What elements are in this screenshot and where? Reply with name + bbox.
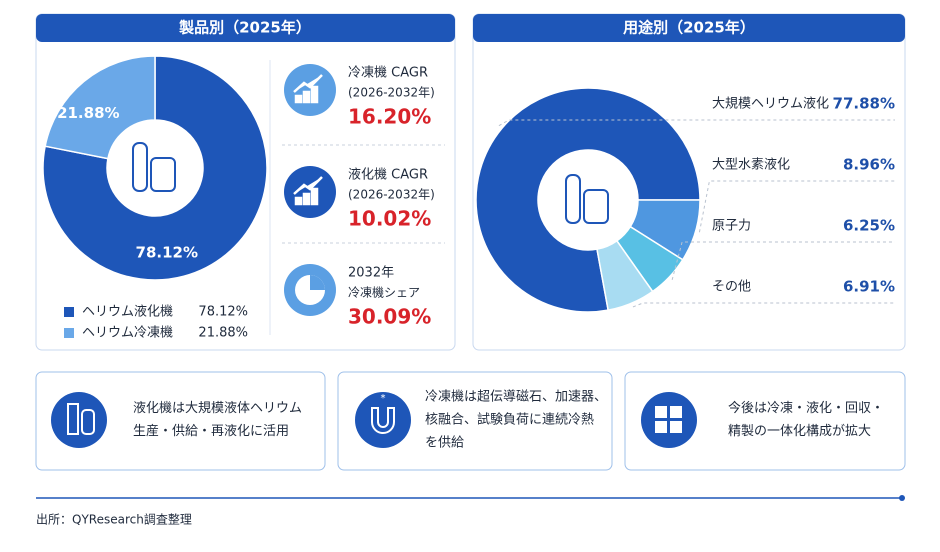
legend-label: ヘリウム冷凍機 xyxy=(82,325,173,341)
legend-label: 大規模ヘリウム液化 xyxy=(712,97,829,112)
data-label: 21.88% xyxy=(57,104,119,122)
note-icon xyxy=(51,392,107,448)
donut-segment xyxy=(475,87,701,313)
note-box xyxy=(35,371,326,471)
note-text: を供給 xyxy=(425,436,464,451)
kpi-label: 冷凍機シェア xyxy=(348,285,420,300)
note-icon xyxy=(641,392,697,448)
svg-text:*: * xyxy=(381,393,386,404)
legend-label: ヘリウム液化機 xyxy=(82,305,173,320)
equipment-icon xyxy=(132,142,148,192)
leader-line xyxy=(671,241,895,280)
kpi-label: 2032年 xyxy=(348,266,394,281)
note-text: 核融合、試験負荷に連続冷熱 xyxy=(425,412,594,428)
kpi-label: 冷凍機 CAGR xyxy=(348,65,428,81)
panel-header xyxy=(473,14,905,42)
legend-label: その他 xyxy=(712,280,751,295)
note-text: 液化機は大規模液体ヘリウム xyxy=(133,401,302,416)
legend-swatch xyxy=(64,328,74,338)
kpi-label: (2026-2032年) xyxy=(348,188,435,202)
legend-value: 77.88% xyxy=(833,95,895,113)
chart-title: 用途別（2025年） xyxy=(623,19,755,37)
note-box xyxy=(624,371,906,471)
kpi-icon xyxy=(284,264,336,316)
donut-hole xyxy=(109,122,201,214)
legend-label: 大型水素液化 xyxy=(712,158,790,173)
kpi-label: 液化機 CAGR xyxy=(348,168,428,183)
note-text: 冷凍機は超伝導磁石、加速器、 xyxy=(425,389,607,405)
equipment-icon xyxy=(583,189,609,224)
kpi-value: 10.02% xyxy=(348,207,431,231)
donut-segment xyxy=(42,55,268,281)
legend-swatch xyxy=(64,307,74,317)
legend-value: 78.12% xyxy=(198,305,248,320)
equipment-icon xyxy=(150,157,176,192)
source: 出所：QYResearch調査整理 xyxy=(36,512,192,527)
note-text: 今後は冷凍・液化・回収・ xyxy=(728,400,884,416)
legend-value: 8.96% xyxy=(843,156,895,174)
kpi-icon xyxy=(284,64,336,116)
legend-value: 6.25% xyxy=(843,217,895,235)
legend-value: 6.91% xyxy=(843,278,895,296)
kpi-value: 16.20% xyxy=(348,105,431,129)
equipment-icon xyxy=(565,174,581,224)
donut-segment xyxy=(44,55,156,160)
note-box xyxy=(337,371,613,471)
donut-hole xyxy=(540,152,636,248)
note-icon: * xyxy=(355,392,411,448)
donut-segment xyxy=(596,239,654,312)
kpi-icon xyxy=(284,166,336,218)
rule-dot xyxy=(899,495,905,501)
kpi-label: (2026-2032年) xyxy=(348,86,435,100)
kpi-value: 30.09% xyxy=(348,305,431,329)
legend-label: 原子力 xyxy=(712,219,751,234)
legend-value: 21.88% xyxy=(198,326,248,341)
data-label: 78.12% xyxy=(136,244,198,262)
note-text: 生産・供給・再液化に活用 xyxy=(133,423,289,439)
leader-line xyxy=(698,180,895,233)
note-text: 精製の一体化構成が拡大 xyxy=(728,424,871,439)
chart-title: 製品別（2025年） xyxy=(178,19,311,37)
panel-header xyxy=(36,14,455,42)
